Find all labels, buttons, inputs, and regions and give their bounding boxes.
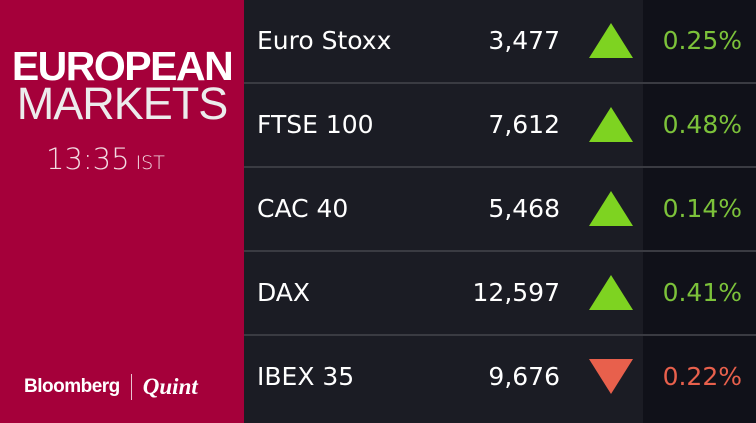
timezone: IST — [135, 152, 165, 174]
market-change: 0.48% — [662, 110, 742, 139]
market-change: 0.22% — [662, 362, 742, 391]
market-row: CAC 40 5,468 0.14% — [244, 168, 756, 252]
market-name: FTSE 100 — [257, 110, 374, 139]
arrow-up-icon — [589, 23, 633, 58]
timestamp: 13:35 IST — [46, 142, 165, 176]
market-name: IBEX 35 — [257, 362, 355, 391]
change-column-bg — [643, 0, 756, 423]
market-value: 5,468 — [488, 194, 560, 223]
brand-logo: Bloomberg Quint — [24, 374, 198, 400]
market-change: 0.41% — [662, 278, 742, 307]
arrow-up-icon — [589, 275, 633, 310]
market-name: CAC 40 — [257, 194, 349, 223]
title-panel: EUROPEAN MARKETS 13:35 IST Bloomberg Quin… — [0, 0, 244, 423]
market-row: Euro Stoxx 3,477 0.25% — [244, 0, 756, 84]
market-row: DAX 12,597 0.41% — [244, 252, 756, 336]
market-name: DAX — [257, 278, 311, 307]
time-value: 13:35 — [46, 142, 130, 176]
market-change: 0.14% — [662, 194, 742, 223]
market-row: FTSE 100 7,612 0.48% — [244, 84, 756, 168]
market-change: 0.25% — [662, 26, 742, 55]
market-value: 9,676 — [488, 362, 560, 391]
title-line1: EUROPEAN — [11, 43, 234, 89]
market-row: IBEX 35 9,676 0.22% — [244, 336, 756, 418]
arrow-down-icon — [589, 359, 633, 394]
logo-bloomberg: Bloomberg — [24, 376, 120, 397]
arrow-up-icon — [589, 191, 633, 226]
market-value: 3,477 — [488, 26, 560, 55]
logo-divider — [130, 374, 132, 400]
market-value: 7,612 — [488, 110, 560, 139]
logo-quint: Quint — [142, 374, 198, 399]
arrow-up-icon — [589, 107, 633, 142]
market-name: Euro Stoxx — [257, 26, 392, 55]
title-line2: MARKETS — [16, 78, 229, 129]
market-value: 12,597 — [472, 278, 560, 307]
